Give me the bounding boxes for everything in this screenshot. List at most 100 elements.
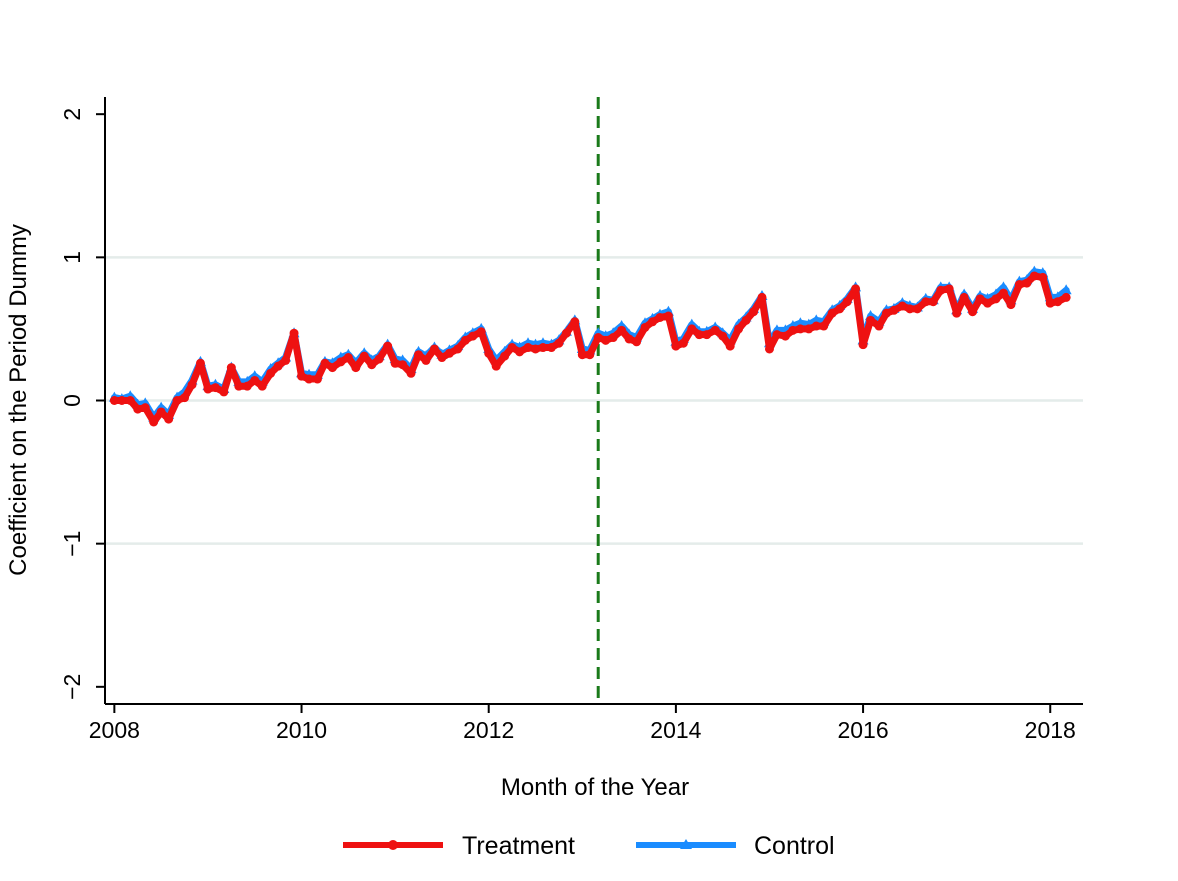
- data-point-treatment: [889, 305, 899, 315]
- data-point-treatment: [710, 325, 720, 335]
- data-point-treatment: [273, 361, 283, 371]
- data-point-treatment: [842, 297, 852, 307]
- data-point-treatment: [788, 325, 798, 335]
- x-tick-label: 2014: [650, 717, 701, 743]
- data-point-treatment: [968, 307, 978, 317]
- data-point-treatment: [320, 358, 330, 368]
- data-point-treatment: [343, 353, 353, 363]
- y-tick-label: −1: [59, 531, 85, 557]
- data-point-treatment: [741, 315, 751, 325]
- series-line-control: [110, 268, 1070, 422]
- y-tick-label: 2: [59, 108, 85, 121]
- data-point-treatment: [764, 344, 774, 354]
- data-point-treatment: [297, 371, 307, 381]
- data-point-treatment: [858, 340, 868, 350]
- data-point-treatment: [453, 344, 463, 354]
- data-point-treatment: [133, 404, 143, 414]
- data-point-treatment: [383, 341, 393, 351]
- data-point-treatment: [780, 331, 790, 341]
- data-point-treatment: [944, 284, 954, 294]
- x-tick-label: 2018: [1025, 717, 1076, 743]
- data-point-treatment: [912, 304, 922, 314]
- data-point-treatment: [647, 317, 657, 327]
- data-point-treatment: [577, 350, 587, 360]
- data-point-treatment: [484, 348, 494, 358]
- data-point-treatment: [546, 343, 556, 353]
- data-point-treatment: [570, 317, 580, 327]
- data-point-treatment: [624, 334, 634, 344]
- data-point-treatment: [835, 304, 845, 314]
- data-point-treatment: [429, 344, 439, 354]
- data-point-treatment: [1006, 300, 1016, 310]
- data-point-treatment: [827, 308, 837, 318]
- series-group: [108, 265, 1072, 427]
- data-point-treatment: [468, 331, 478, 341]
- data-point-treatment: [561, 328, 571, 338]
- data-point-treatment: [390, 358, 400, 368]
- data-point-treatment: [140, 403, 150, 413]
- data-point-treatment: [866, 315, 876, 325]
- data-point-treatment: [718, 331, 728, 341]
- data-point-treatment: [905, 304, 915, 314]
- y-tick-label: 1: [59, 251, 85, 264]
- data-point-treatment: [180, 393, 190, 403]
- data-point-treatment: [671, 341, 681, 351]
- data-point-treatment: [515, 347, 525, 357]
- data-point-treatment: [585, 350, 595, 360]
- x-tick-label: 2016: [837, 717, 888, 743]
- data-point-treatment: [975, 294, 985, 304]
- data-point-treatment: [757, 292, 767, 302]
- data-point-treatment: [959, 292, 969, 302]
- data-point-treatment: [734, 324, 744, 334]
- series-control: [108, 265, 1072, 422]
- x-tick-label: 2010: [276, 717, 327, 743]
- data-point-treatment: [414, 350, 424, 360]
- data-point-treatment: [1061, 292, 1071, 302]
- data-point-treatment: [351, 363, 361, 373]
- data-point-treatment: [250, 375, 260, 385]
- data-point-treatment: [1038, 272, 1048, 282]
- data-point-treatment: [117, 396, 127, 405]
- data-point-treatment: [749, 307, 759, 317]
- data-point-treatment: [640, 322, 650, 332]
- data-point-treatment: [702, 330, 712, 340]
- legend-marker-treatment: [388, 840, 398, 850]
- data-point-treatment: [874, 321, 884, 331]
- data-point-treatment: [998, 288, 1008, 298]
- data-point-treatment: [694, 330, 704, 340]
- data-point-control: [997, 281, 1009, 292]
- gridlines: [105, 256, 1083, 545]
- data-point-treatment: [312, 374, 322, 384]
- data-point-treatment: [367, 360, 377, 370]
- data-point-treatment: [476, 327, 486, 337]
- data-point-control: [810, 314, 822, 325]
- data-point-treatment: [897, 301, 907, 311]
- y-axis-title: Coefficient on the Period Dummy: [5, 224, 32, 576]
- data-point-treatment: [804, 324, 814, 334]
- x-axis-title: Month of the Year: [501, 774, 689, 801]
- data-point-treatment: [507, 343, 517, 353]
- legend-label-treatment: Treatment: [462, 832, 575, 860]
- data-point-treatment: [359, 351, 369, 361]
- data-point-treatment: [725, 341, 735, 351]
- data-point-treatment: [617, 325, 627, 335]
- data-point-treatment: [795, 324, 805, 334]
- data-point-control: [1060, 284, 1072, 295]
- data-point-treatment: [1045, 298, 1055, 308]
- data-point-treatment: [109, 396, 119, 405]
- y-axis-ticks: −2 −1 0 1 2: [59, 108, 105, 700]
- data-point-treatment: [608, 333, 618, 343]
- data-point-treatment: [187, 380, 197, 390]
- data-point-treatment: [928, 297, 938, 307]
- data-point-treatment: [460, 335, 470, 345]
- x-tick-label: 2008: [89, 717, 140, 743]
- data-point-treatment: [523, 343, 533, 353]
- data-point-treatment: [266, 368, 276, 378]
- data-point-treatment: [374, 354, 384, 364]
- legend-marker-control: [680, 839, 692, 849]
- data-point-treatment: [172, 396, 182, 405]
- data-point-treatment: [437, 353, 447, 363]
- data-point-treatment: [304, 374, 314, 384]
- data-point-treatment: [593, 333, 603, 343]
